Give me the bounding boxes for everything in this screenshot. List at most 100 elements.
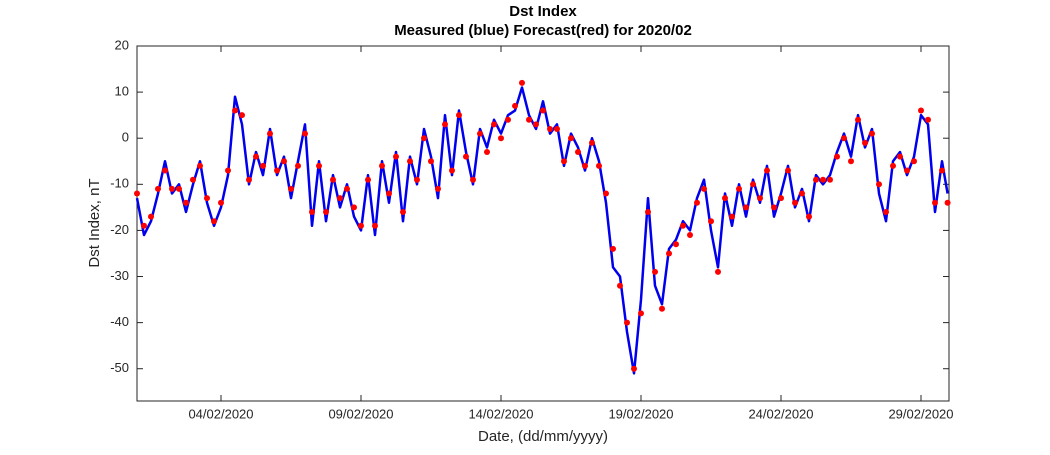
- forecast-point: [176, 185, 182, 192]
- forecast-point: [561, 158, 567, 165]
- forecast-point: [519, 79, 525, 86]
- forecast-point: [260, 162, 266, 169]
- forecast-point: [883, 208, 889, 215]
- forecast-point: [379, 162, 385, 169]
- forecast-point: [204, 195, 210, 202]
- forecast-point: [944, 199, 951, 206]
- forecast-point: [253, 153, 259, 160]
- forecast-point: [197, 162, 203, 169]
- forecast-point: [764, 167, 770, 174]
- forecast-point: [806, 213, 812, 220]
- y-tick-label: -20: [110, 222, 129, 237]
- forecast-point: [624, 319, 630, 326]
- forecast-point: [645, 208, 651, 215]
- measured-line: [135, 86, 949, 375]
- forecast-point: [407, 158, 413, 165]
- forecast-point: [925, 116, 931, 123]
- x-tick-label: 19/02/2020: [608, 406, 673, 421]
- forecast-point: [673, 241, 679, 248]
- forecast-point: [491, 121, 497, 128]
- x-axis-label: Date, (dd/mm/yyyy): [478, 428, 608, 445]
- forecast-point: [834, 153, 840, 160]
- forecast-point: [862, 139, 868, 146]
- forecast-point: [785, 167, 791, 174]
- forecast-point: [141, 222, 147, 229]
- forecast-point: [498, 135, 504, 142]
- x-tick-label: 29/02/2020: [888, 406, 953, 421]
- y-tick-label: -30: [110, 268, 129, 283]
- y-tick-label: 10: [115, 84, 129, 99]
- forecast-point: [540, 107, 546, 114]
- forecast-point: [211, 218, 217, 225]
- forecast-point: [400, 208, 406, 215]
- forecast-point: [792, 199, 798, 206]
- forecast-point: [687, 232, 693, 239]
- y-tick-label: -10: [110, 176, 129, 191]
- forecast-point: [232, 107, 238, 114]
- forecast-point: [449, 167, 455, 174]
- forecast-point: [484, 149, 490, 156]
- forecast-point: [771, 204, 777, 211]
- forecast-point: [568, 135, 574, 142]
- forecast-point: [225, 167, 231, 174]
- forecast-point: [281, 158, 287, 165]
- forecast-point: [729, 213, 735, 220]
- forecast-point: [911, 158, 917, 165]
- forecast-point: [904, 167, 910, 174]
- forecast-point: [736, 185, 742, 192]
- forecast-point: [918, 107, 924, 114]
- forecast-point: [155, 185, 161, 192]
- y-tick-label: -50: [110, 360, 129, 375]
- forecast-point: [414, 176, 420, 183]
- plot-area: [136, 45, 950, 402]
- x-tick-label: 04/02/2020: [188, 406, 253, 421]
- y-axis-label: Dst Index, nT: [86, 178, 103, 267]
- forecast-point: [323, 208, 329, 215]
- forecast-point: [813, 176, 819, 183]
- forecast-point: [841, 135, 847, 142]
- forecast-point: [890, 162, 896, 169]
- forecast-point: [827, 176, 833, 183]
- forecast-point: [169, 185, 175, 192]
- forecast-point: [162, 167, 168, 174]
- forecast-point: [533, 121, 539, 128]
- forecast-point: [246, 176, 252, 183]
- forecast-point: [582, 162, 588, 169]
- forecast-point: [302, 130, 308, 137]
- forecast-point: [288, 185, 294, 192]
- forecast-point: [617, 282, 623, 289]
- chart-subtitle: Measured (blue) Forecast(red) for 2020/0…: [394, 22, 692, 39]
- y-tick-label: 0: [122, 130, 129, 145]
- forecast-point: [316, 162, 322, 169]
- forecast-point: [421, 135, 427, 142]
- forecast-point: [218, 199, 224, 206]
- forecast-point: [708, 218, 714, 225]
- forecast-point: [596, 162, 602, 169]
- forecast-point: [603, 190, 609, 197]
- forecast-point: [932, 199, 938, 206]
- x-tick-label: 24/02/2020: [748, 406, 813, 421]
- forecast-point: [372, 222, 378, 229]
- forecast-point: [799, 190, 805, 197]
- forecast-point: [589, 139, 595, 146]
- forecast-point: [526, 116, 532, 123]
- forecast-point: [547, 125, 553, 132]
- forecast-point: [358, 222, 364, 229]
- forecast-point: [694, 199, 700, 206]
- y-tick-label: 20: [115, 37, 129, 52]
- forecast-point: [435, 185, 441, 192]
- forecast-point: [855, 116, 861, 123]
- forecast-point: [554, 125, 560, 132]
- forecast-point: [393, 153, 399, 160]
- forecast-point: [428, 158, 434, 165]
- forecast-point: [148, 213, 154, 220]
- forecast-point: [820, 176, 826, 183]
- forecast-point: [239, 112, 245, 119]
- forecast-point: [715, 268, 721, 275]
- forecast-point: [295, 162, 301, 169]
- forecast-point: [505, 116, 511, 123]
- x-tick-label: 14/02/2020: [468, 406, 533, 421]
- forecast-point: [722, 195, 728, 202]
